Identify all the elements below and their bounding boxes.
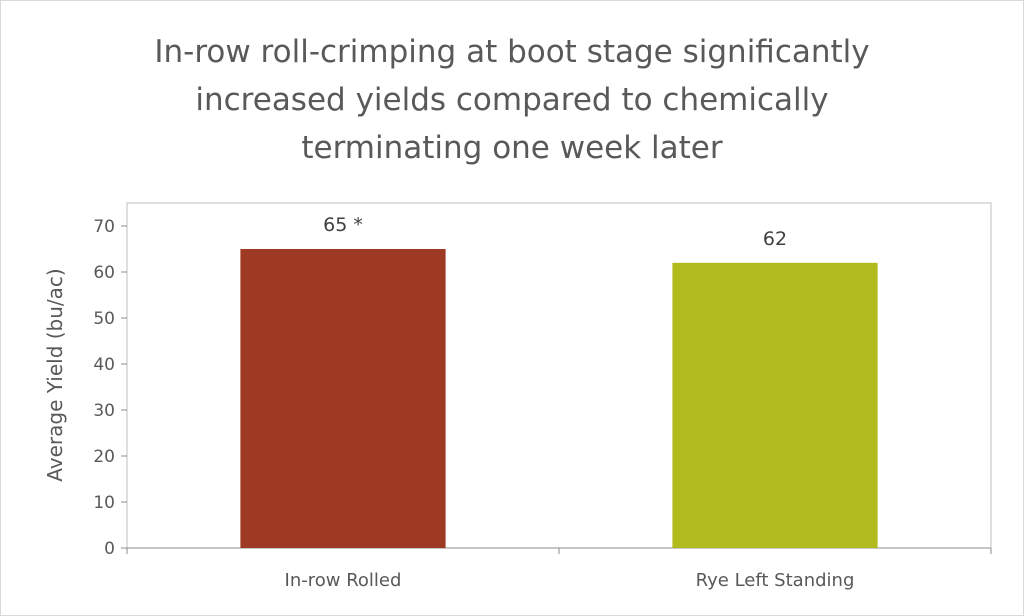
y-tick-label-1: 10	[93, 493, 115, 513]
category-label-1: Rye Left Standing	[696, 570, 855, 591]
data-label-1: 62	[763, 228, 787, 250]
y-tick-label-3: 30	[93, 401, 115, 421]
category-label-0: In-row Rolled	[285, 570, 402, 591]
y-tick-label-5: 50	[93, 309, 115, 329]
bar-1	[672, 262, 878, 548]
y-axis-title: Average Yield (bu/ac)	[43, 268, 67, 481]
bar-0	[240, 249, 446, 548]
data-label-0: 65 *	[323, 214, 363, 236]
chart-title-line-3: terminating one week later	[301, 130, 723, 166]
y-tick-label-6: 60	[93, 263, 115, 283]
chart-title-line-1: In-row roll-crimping at boot stage signi…	[154, 34, 870, 70]
chart-title-line-2: increased yields compared to chemically	[195, 82, 829, 118]
y-tick-label-7: 70	[93, 217, 115, 237]
chart-title: In-row roll-crimping at boot stage signi…	[0, 28, 1024, 172]
y-tick-label-4: 40	[93, 355, 115, 375]
y-tick-label-0: 0	[104, 539, 115, 559]
y-tick-label-2: 20	[93, 447, 115, 467]
